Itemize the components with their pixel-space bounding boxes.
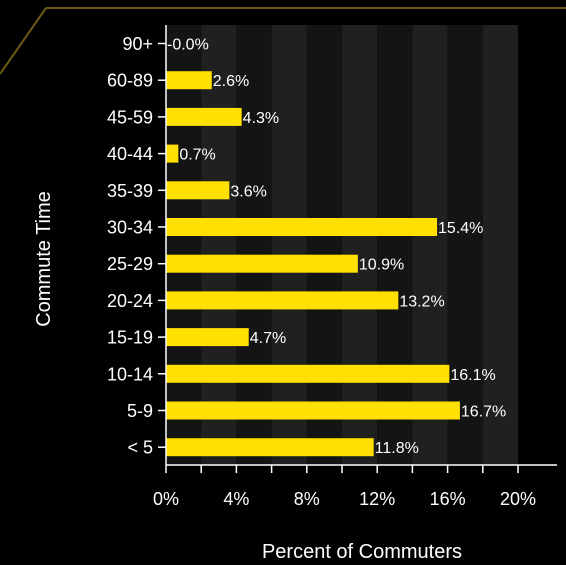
y-tick-label: 10-14 <box>107 364 153 384</box>
labels: < 5 5-9 10-14 15-19 20-24 25-29 30-34 35-39 40-4… <box>107 34 536 509</box>
chart-frame <box>0 7 566 75</box>
bar-10-14 <box>166 364 450 383</box>
bar-30-34 <box>166 218 438 236</box>
x-tick-label: 0% <box>153 489 179 509</box>
grid-band <box>342 25 378 465</box>
y-axis-title: Commute Time <box>33 191 55 327</box>
x-tick-label: 16% <box>430 489 466 509</box>
data-label: 16.7% <box>461 404 506 421</box>
data-label: 16.1% <box>450 367 495 384</box>
x-tick-label: 20% <box>500 489 536 509</box>
data-label: -0.0% <box>167 37 209 54</box>
data-label: 4.3% <box>243 110 279 127</box>
bar-5-9 <box>166 401 460 420</box>
data-label: 13.2% <box>399 293 444 310</box>
y-tick-label: 5-9 <box>127 401 153 421</box>
y-tick-label: < 5 <box>127 438 153 458</box>
grid-band <box>236 25 272 465</box>
grid-band <box>377 25 413 465</box>
bar-20-24 <box>166 291 399 310</box>
data-label: 15.4% <box>438 220 483 237</box>
grid-band <box>166 25 202 465</box>
grid-band <box>447 25 483 465</box>
x-tick-label: 4% <box>223 489 249 509</box>
bars <box>166 71 460 457</box>
grid-band <box>412 25 448 465</box>
grid-bands <box>166 25 518 465</box>
bar-35-39 <box>166 181 230 200</box>
bar-45-59 <box>166 107 242 126</box>
y-tick-label: 30-34 <box>107 218 153 238</box>
y-tick-label: 45-59 <box>107 107 153 127</box>
axes <box>158 25 557 473</box>
bar--5 <box>166 438 374 457</box>
x-tick-label: 12% <box>359 489 395 509</box>
data-label: 11.8% <box>375 440 419 457</box>
x-axis-title: Percent of Commuters <box>262 541 462 563</box>
y-tick-label: 20-24 <box>107 291 153 311</box>
y-tick-label: 60-89 <box>107 71 153 91</box>
data-label: 3.6% <box>230 183 266 200</box>
y-tick-label: 40-44 <box>107 144 153 164</box>
frame-diagonal-line <box>0 7 47 75</box>
y-tick-label: 35-39 <box>107 181 153 201</box>
y-tick-label: 90+ <box>122 34 153 54</box>
bar-25-29 <box>166 254 358 273</box>
data-label: 2.6% <box>213 73 249 90</box>
grid-band <box>271 25 307 465</box>
data-label: 10.9% <box>359 257 404 274</box>
y-tick-label: 25-29 <box>107 254 153 274</box>
bar-15-19 <box>166 328 249 347</box>
data-label: 4.7% <box>250 330 286 347</box>
grid-band <box>482 25 518 465</box>
y-tick-label: 15-19 <box>107 328 153 348</box>
bar-40-44 <box>166 144 179 163</box>
data-label: 0.7% <box>179 147 215 164</box>
grid-band <box>201 25 237 465</box>
grid-band <box>306 25 342 465</box>
bar-60-89 <box>166 71 212 90</box>
x-tick-label: 8% <box>294 489 320 509</box>
